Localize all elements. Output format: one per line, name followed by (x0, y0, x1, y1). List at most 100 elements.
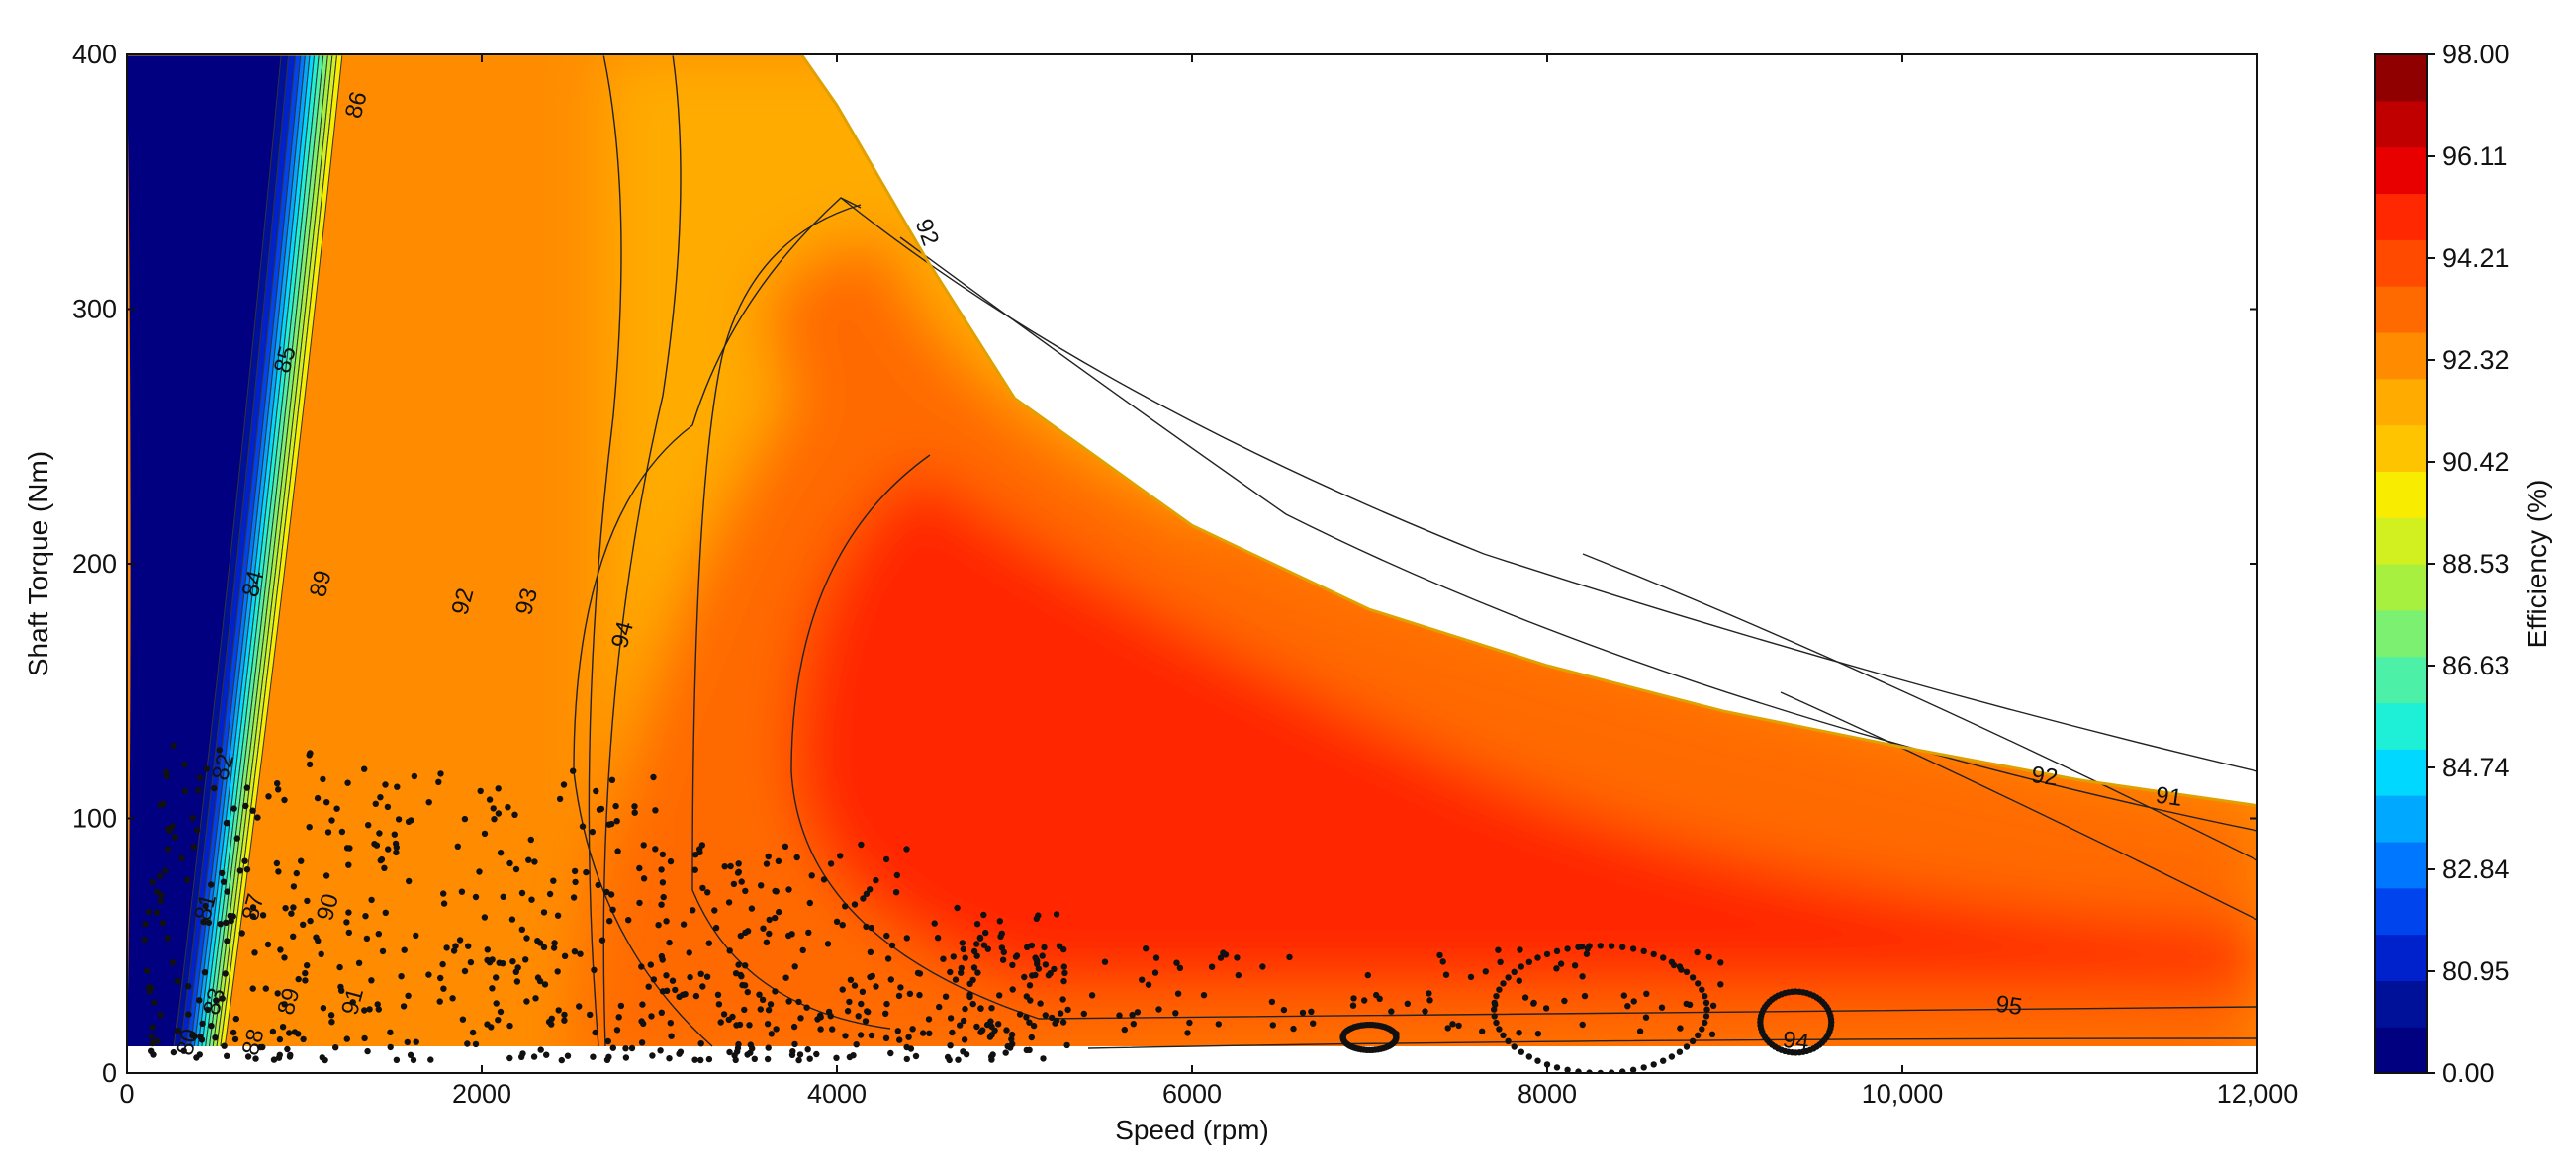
operating-point (1155, 1006, 1162, 1013)
operating-point (534, 974, 542, 981)
operating-point (425, 799, 432, 806)
operating-point (495, 785, 502, 792)
operating-point (1660, 1057, 1667, 1064)
operating-point (249, 913, 256, 920)
operating-point (979, 1027, 986, 1034)
operating-point (550, 944, 558, 951)
operating-point (980, 911, 987, 919)
operating-point (230, 805, 237, 812)
operating-point (561, 1011, 568, 1019)
operating-point (154, 1037, 161, 1045)
operating-point (1543, 950, 1551, 958)
operating-point (742, 962, 749, 969)
operating-point (667, 857, 675, 865)
operating-point (382, 909, 389, 916)
operating-point (609, 1044, 616, 1051)
operating-point (391, 831, 398, 838)
operating-point (791, 963, 798, 970)
operating-point (799, 946, 806, 954)
operating-point (606, 918, 613, 925)
operating-point (647, 961, 654, 968)
operating-point (1008, 1035, 1015, 1043)
operating-point (725, 1016, 732, 1024)
operating-point (551, 940, 558, 946)
operating-point (640, 875, 648, 882)
operating-point (1534, 1057, 1541, 1064)
operating-point (793, 854, 800, 861)
operating-point (1650, 950, 1657, 958)
operating-point (628, 1044, 636, 1052)
operating-point (1422, 1008, 1428, 1015)
operating-point (960, 1048, 966, 1055)
operating-point (481, 914, 489, 921)
operating-point (537, 1046, 544, 1053)
operating-point (1376, 995, 1383, 1002)
operating-point (767, 1001, 775, 1008)
operating-point (1063, 1041, 1070, 1049)
operating-point (1482, 968, 1490, 975)
operating-point (170, 742, 177, 750)
y-tick-label: 400 (72, 40, 117, 69)
colorbar-swatch (2375, 378, 2427, 426)
operating-point (636, 864, 643, 872)
operating-point (1521, 994, 1529, 1001)
operating-point (765, 853, 772, 860)
operating-point (564, 1052, 572, 1059)
operating-point (238, 930, 245, 937)
operating-point (1060, 977, 1067, 985)
operating-point (572, 878, 579, 886)
operating-point (406, 877, 413, 885)
operating-point (734, 1044, 742, 1052)
operating-point (1705, 953, 1712, 961)
operating-point (946, 1056, 953, 1064)
operating-point (1534, 954, 1541, 961)
operating-point (190, 843, 197, 851)
operating-point (153, 909, 161, 916)
operating-point (1699, 1026, 1705, 1033)
operating-point (154, 888, 161, 896)
colorbar-tick-label: 96.11 (2442, 141, 2508, 171)
operating-point (377, 856, 384, 864)
efficiency-band (127, 54, 282, 1073)
operating-point (1658, 1004, 1666, 1011)
operating-point (189, 814, 196, 822)
operating-point (950, 953, 957, 960)
operating-point (1553, 965, 1560, 972)
operating-point (1496, 1026, 1503, 1033)
operating-point (1053, 911, 1060, 918)
operating-point (987, 1018, 994, 1025)
operating-point (232, 1015, 239, 1023)
operating-point (795, 998, 802, 1006)
operating-point (579, 823, 587, 830)
operating-point (1009, 961, 1016, 969)
operating-point (464, 1040, 471, 1047)
operating-point (1064, 1006, 1071, 1014)
operating-point (560, 781, 568, 788)
operating-point (561, 952, 569, 959)
operating-point (170, 1048, 178, 1056)
operating-point (307, 917, 314, 925)
operating-point (1049, 1014, 1056, 1022)
operating-point (680, 991, 687, 998)
operating-point (1008, 1031, 1016, 1038)
operating-point (996, 918, 1003, 925)
operating-point (659, 956, 666, 963)
operating-point (1564, 945, 1571, 952)
operating-point (660, 893, 667, 901)
colorbar-swatch (2375, 239, 2427, 287)
operating-point (387, 1043, 394, 1051)
operating-point (1393, 1035, 1400, 1042)
operating-point (456, 937, 464, 944)
operating-point (368, 896, 375, 904)
colorbar-tick-label: 80.95 (2442, 956, 2510, 986)
operating-point (789, 1048, 796, 1055)
operating-point (1677, 1025, 1684, 1032)
operating-point (1033, 956, 1040, 963)
operating-point (613, 818, 620, 825)
operating-point (1467, 973, 1475, 981)
operating-point (407, 1051, 414, 1059)
operating-point (1500, 1032, 1507, 1039)
operating-point (837, 853, 844, 859)
operating-point (882, 855, 890, 863)
operating-point (231, 1035, 239, 1043)
